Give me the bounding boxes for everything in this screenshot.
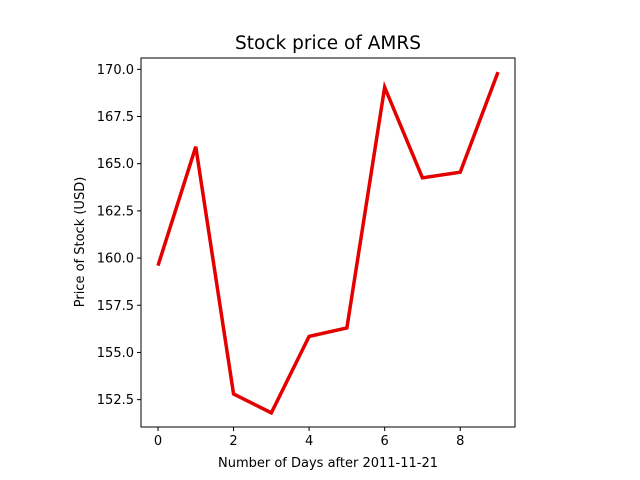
x-axis: 0 2 4 6 8 xyxy=(154,427,464,449)
plot-frame xyxy=(140,57,516,428)
y-tick-label: 162.5 xyxy=(97,204,134,219)
y-axis-label: Price of Stock (USD) xyxy=(73,177,88,308)
series-group xyxy=(156,71,500,416)
x-axis-label: Number of Days after 2011-11-21 xyxy=(218,456,438,471)
y-tick-label: 155.0 xyxy=(97,346,134,361)
y-tick-label: 170.0 xyxy=(97,63,134,78)
x-tick-label: 0 xyxy=(154,434,162,449)
y-tick-label: 152.5 xyxy=(97,393,134,408)
x-tick-label: 8 xyxy=(456,434,464,449)
x-tick-label: 2 xyxy=(229,434,237,449)
y-tick-label: 157.5 xyxy=(97,299,134,314)
chart-title: Stock price of AMRS xyxy=(235,33,421,54)
y-tick-label: 167.5 xyxy=(97,110,134,125)
y-tick-label: 165.0 xyxy=(97,157,134,172)
y-axis: 152.5 155.0 157.5 160.0 162.5 165.0 167.5 170.0 xyxy=(97,63,141,408)
price-line xyxy=(156,71,500,416)
y-tick-label: 160.0 xyxy=(97,252,134,267)
x-tick-label: 6 xyxy=(381,434,389,449)
x-tick-label: 4 xyxy=(305,434,313,449)
